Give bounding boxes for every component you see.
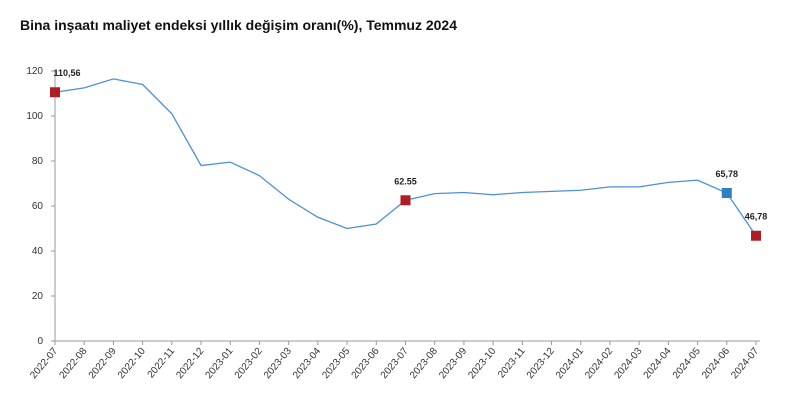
- marker: [50, 87, 60, 98]
- value-label: 46,78: [745, 212, 768, 222]
- x-tick-label: 2022-08: [57, 346, 89, 382]
- y-tick-label: 40: [32, 246, 44, 257]
- y-tick-label: 100: [26, 111, 43, 122]
- x-tick-label: 2022-12: [174, 346, 206, 382]
- x-tick-label: 2022-10: [116, 346, 148, 382]
- chart-title: Bina inşaatı maliyet endeksi yıllık deği…: [20, 17, 457, 33]
- line: [54, 78, 757, 237]
- x-tick-label: 2023-04: [291, 346, 323, 382]
- marker: [400, 195, 411, 206]
- x-tick-label: 2024-02: [583, 346, 615, 382]
- x-tick-label: 2023-06: [350, 346, 382, 382]
- x-tick-label: 2024-04: [642, 346, 674, 382]
- value-label: 110,56: [53, 68, 80, 78]
- y-tick-label: 120: [26, 66, 43, 77]
- x-tick-label: 2023-07: [379, 346, 411, 382]
- x-tick-label: 2023-02: [233, 346, 265, 382]
- x-tick-label: 2024-06: [700, 346, 732, 382]
- x-tick-label: 2023-09: [437, 346, 469, 382]
- x-tick-label: 2023-08: [408, 346, 440, 382]
- y-tick-label: 20: [32, 291, 44, 302]
- x-tick-label: 2024-03: [612, 346, 644, 382]
- x-tick-label: 2023-11: [496, 346, 528, 381]
- marker: [721, 187, 732, 198]
- x-tick-label: 2024-01: [554, 346, 586, 382]
- x-tick-label: 2024-07: [729, 346, 761, 382]
- x-tick-label: 2024-05: [671, 346, 703, 382]
- x-tick-label: 2023-03: [262, 346, 294, 382]
- x-tick-label: 2022-07: [28, 346, 60, 382]
- x-tick-label: 2023-01: [204, 346, 236, 382]
- x-tick-label: 2023-10: [466, 346, 498, 382]
- y-tick-label: 60: [32, 201, 44, 212]
- x-tick-label: 2023-12: [525, 346, 557, 382]
- value-label: 62.55: [394, 176, 417, 186]
- marker: [751, 230, 761, 241]
- x-tick-label: 2023-05: [320, 346, 352, 382]
- y-tick-label: 80: [32, 156, 44, 167]
- value-label: 65,78: [716, 169, 739, 179]
- x-tick-label: 2022-11: [146, 346, 178, 381]
- y-tick-label: 0: [37, 336, 43, 347]
- x-tick-label: 2022-09: [87, 346, 119, 382]
